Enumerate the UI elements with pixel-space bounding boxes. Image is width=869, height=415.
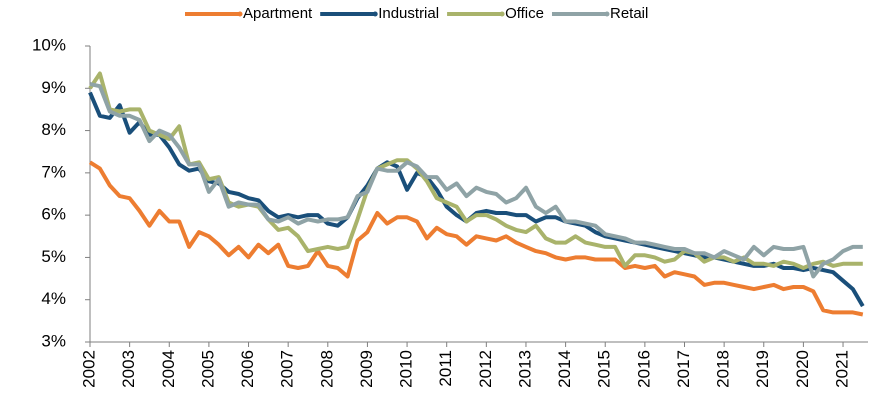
x-tick-label: 2006 — [238, 350, 257, 388]
legend: Apartment Industrial Office Retail — [185, 5, 648, 22]
x-tick-label: 2019 — [753, 350, 772, 388]
x-tick-label: 2008 — [317, 350, 336, 388]
x-tick-label: 2021 — [833, 350, 852, 388]
x-tick-label: 2020 — [793, 350, 812, 388]
x-tick-label: 2011 — [436, 350, 455, 387]
legend-label: Retail — [610, 5, 648, 22]
x-tick-label: 2003 — [119, 350, 138, 388]
x-tick-label: 2007 — [278, 350, 297, 388]
x-tick-label: 2005 — [198, 350, 217, 388]
legend-marker — [237, 11, 243, 17]
y-tick-label: 8% — [41, 120, 66, 139]
y-tick-label: 7% — [41, 162, 66, 181]
series-line — [89, 82, 863, 279]
y-tick-label: 4% — [41, 289, 66, 308]
legend-label: Industrial — [378, 5, 439, 22]
x-tick-label: 2002 — [79, 350, 98, 388]
legend-label: Apartment — [243, 5, 313, 22]
y-tick-label: 10% — [32, 35, 66, 54]
y-tick-label: 9% — [41, 78, 66, 97]
y-tick-label: 5% — [41, 247, 66, 266]
legend-marker — [604, 11, 610, 17]
series-line — [88, 71, 863, 270]
x-tick-label: 2014 — [555, 350, 574, 388]
x-tick-label: 2015 — [595, 350, 614, 388]
x-tick-label: 2013 — [515, 350, 534, 388]
x-tick-label: 2018 — [714, 350, 733, 388]
x-tick-label: 2017 — [674, 350, 693, 388]
legend-marker — [499, 11, 505, 17]
x-tick-label: 2009 — [357, 350, 376, 388]
legend-label: Office — [505, 5, 544, 22]
series-line — [88, 160, 864, 317]
x-tick-label: 2012 — [476, 350, 495, 388]
x-tick-label: 2004 — [159, 350, 178, 388]
legend-marker — [372, 11, 378, 17]
series-line — [88, 91, 865, 308]
y-tick-label: 3% — [41, 331, 66, 350]
y-tick-label: 6% — [41, 205, 66, 224]
x-tick-label: 2010 — [397, 350, 416, 388]
x-tick-label: 2016 — [634, 350, 653, 388]
